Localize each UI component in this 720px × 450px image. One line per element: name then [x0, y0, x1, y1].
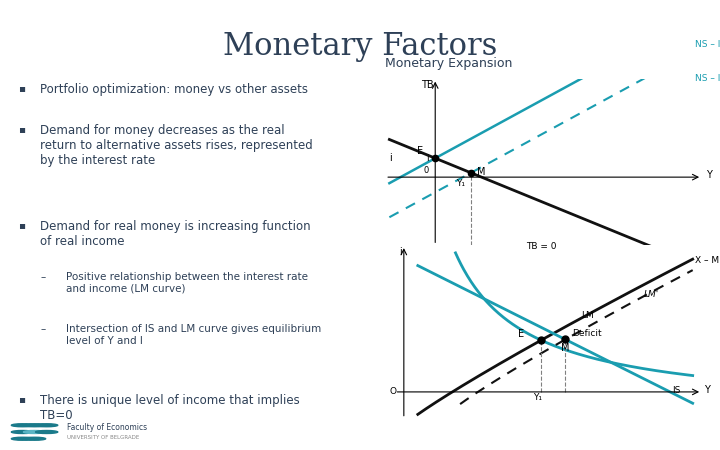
Text: Faculty of Economics: Faculty of Economics	[67, 423, 147, 432]
Text: E: E	[518, 329, 524, 339]
Text: NS – I: NS – I	[696, 40, 720, 49]
Text: Y: Y	[704, 385, 710, 395]
Text: Demand for real money is increasing function
of real income: Demand for real money is increasing func…	[40, 220, 311, 248]
Text: Monetary Expansion: Monetary Expansion	[385, 57, 513, 70]
Text: LM: LM	[581, 311, 593, 320]
Text: X – M: X – M	[696, 256, 719, 265]
Text: TB = 0: TB = 0	[526, 242, 557, 251]
Text: O: O	[390, 387, 397, 396]
Text: ▪: ▪	[18, 220, 25, 230]
Text: Y₁: Y₁	[456, 179, 465, 188]
Circle shape	[24, 424, 45, 427]
Text: i: i	[399, 247, 402, 256]
Text: Deficit: Deficit	[572, 329, 601, 338]
Text: Positive relationship between the interest rate
and income (LM curve): Positive relationship between the intere…	[66, 272, 308, 293]
Circle shape	[35, 424, 58, 427]
Text: Demand for money decreases as the real
return to alternative assets rises, repre: Demand for money decreases as the real r…	[40, 124, 313, 167]
Text: –: –	[40, 324, 45, 334]
Circle shape	[12, 431, 34, 433]
Text: Monetary Factors: Monetary Factors	[222, 31, 498, 62]
Text: TB: TB	[421, 80, 433, 90]
Text: Y: Y	[706, 170, 712, 180]
Text: LM': LM'	[644, 290, 660, 299]
Text: ▪: ▪	[18, 83, 25, 93]
Text: Y₁: Y₁	[533, 393, 542, 402]
Text: i: i	[426, 154, 428, 163]
Text: M: M	[561, 343, 570, 353]
Circle shape	[35, 431, 58, 433]
Text: ▪: ▪	[18, 124, 25, 134]
Text: Intersection of IS and LM curve gives equilibrium
level of Y and I: Intersection of IS and LM curve gives eq…	[66, 324, 321, 346]
Circle shape	[12, 424, 34, 427]
Text: –: –	[40, 272, 45, 282]
Text: There is unique level of income that implies
TB=0: There is unique level of income that imp…	[40, 394, 300, 422]
Text: 0: 0	[423, 166, 428, 176]
Text: IS: IS	[672, 386, 680, 395]
Text: UNIVERSITY OF BELGRADE: UNIVERSITY OF BELGRADE	[67, 435, 139, 440]
Text: Portfolio optimization: money vs other assets: Portfolio optimization: money vs other a…	[40, 83, 308, 96]
Text: E: E	[417, 146, 423, 157]
Text: i: i	[390, 153, 392, 163]
Circle shape	[24, 431, 45, 433]
Circle shape	[12, 437, 34, 440]
Circle shape	[24, 437, 45, 440]
Text: ▪: ▪	[18, 394, 25, 404]
Text: M: M	[477, 167, 485, 177]
Text: NS – I': NS – I'	[696, 74, 720, 83]
